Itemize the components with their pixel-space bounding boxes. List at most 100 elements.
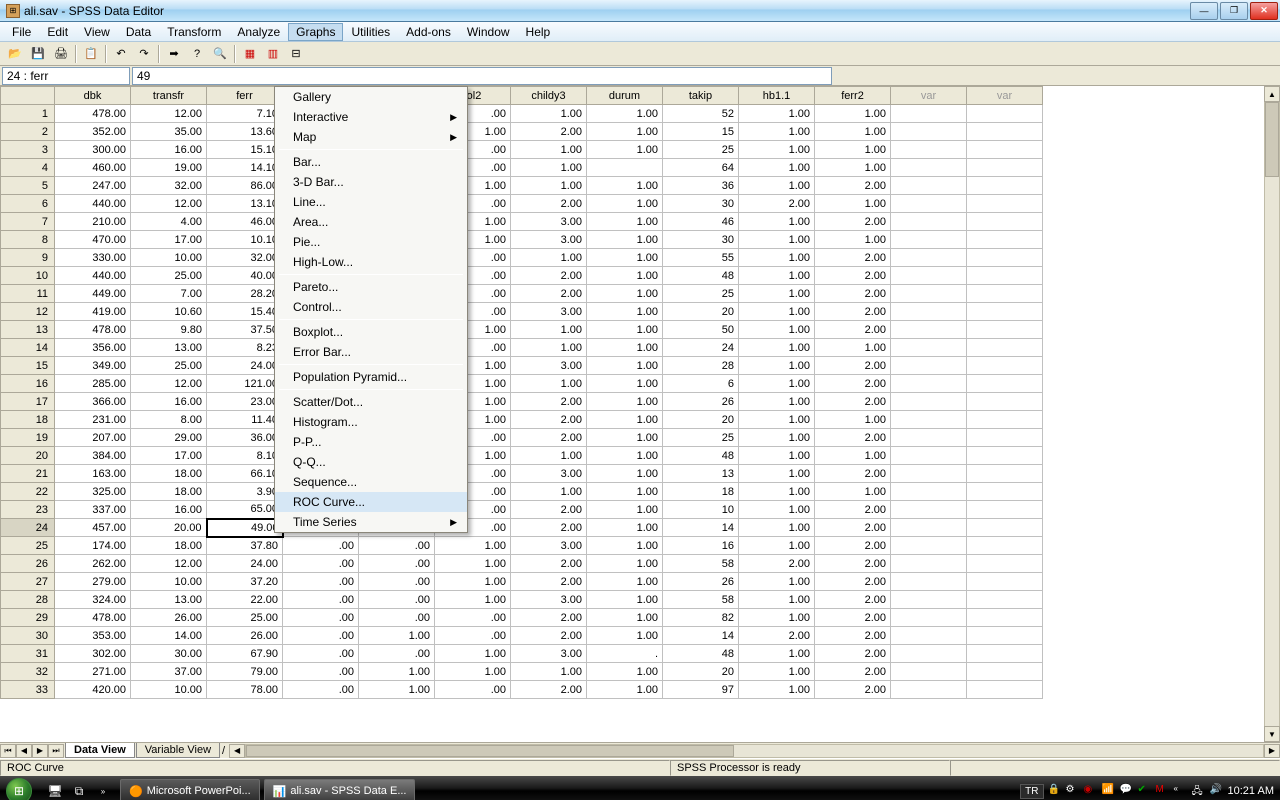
data-cell[interactable]: 3.00 — [511, 303, 587, 321]
row-header[interactable]: 28 — [1, 591, 55, 609]
taskbar-item[interactable]: 📊ali.sav - SPSS Data E... — [264, 779, 416, 800]
data-cell[interactable]: 25 — [663, 429, 739, 447]
row-header[interactable]: 2 — [1, 123, 55, 141]
menu-help[interactable]: Help — [518, 23, 559, 41]
data-cell[interactable]: 2.00 — [815, 465, 891, 483]
data-cell[interactable]: 12.00 — [131, 375, 207, 393]
data-cell[interactable]: 1.00 — [815, 231, 891, 249]
data-cell[interactable]: 28 — [663, 357, 739, 375]
menu-graphs[interactable]: Graphs — [288, 23, 343, 41]
data-cell[interactable]: 121.00 — [207, 375, 283, 393]
data-cell[interactable]: 2.00 — [511, 123, 587, 141]
data-cell[interactable]: 1.00 — [511, 375, 587, 393]
row-header[interactable]: 3 — [1, 141, 55, 159]
data-cell[interactable]: 2.00 — [815, 519, 891, 537]
data-cell[interactable]: 2.00 — [739, 555, 815, 573]
menu-item-boxplot[interactable]: Boxplot... — [275, 322, 467, 342]
data-cell[interactable]: 1.00 — [739, 285, 815, 303]
data-cell[interactable] — [891, 285, 967, 303]
data-cell[interactable]: 35.00 — [131, 123, 207, 141]
data-cell[interactable]: 1.00 — [587, 681, 663, 699]
data-cell[interactable]: 1.00 — [587, 411, 663, 429]
data-cell[interactable] — [891, 177, 967, 195]
data-cell[interactable]: 58 — [663, 555, 739, 573]
data-cell[interactable]: 1.00 — [511, 447, 587, 465]
data-cell[interactable]: 37.50 — [207, 321, 283, 339]
data-cell[interactable]: 1.00 — [587, 231, 663, 249]
menu-item-pie[interactable]: Pie... — [275, 232, 467, 252]
data-cell[interactable]: 6 — [663, 375, 739, 393]
data-cell[interactable]: 2.00 — [511, 195, 587, 213]
data-cell[interactable] — [967, 573, 1043, 591]
data-cell[interactable]: 2.00 — [815, 303, 891, 321]
data-cell[interactable]: 1.00 — [739, 357, 815, 375]
menu-item-populationpyramid[interactable]: Population Pyramid... — [275, 367, 467, 387]
menu-item-bar[interactable]: Bar... — [275, 152, 467, 172]
row-header[interactable]: 32 — [1, 663, 55, 681]
data-cell[interactable]: 26 — [663, 573, 739, 591]
data-cell[interactable]: 2.00 — [815, 645, 891, 663]
data-cell[interactable]: 46 — [663, 213, 739, 231]
data-cell[interactable]: 14.00 — [131, 627, 207, 645]
data-cell[interactable]: 2.00 — [815, 177, 891, 195]
data-cell[interactable] — [891, 231, 967, 249]
tab-data-view[interactable]: Data View — [65, 743, 135, 758]
scroll-track[interactable] — [245, 744, 1264, 758]
data-cell[interactable] — [891, 123, 967, 141]
menu-data[interactable]: Data — [118, 23, 159, 41]
goto-case-icon[interactable]: ➡ — [163, 44, 185, 64]
data-cell[interactable]: 1.00 — [587, 519, 663, 537]
data-cell[interactable]: 2.00 — [511, 411, 587, 429]
data-cell[interactable]: 2.00 — [815, 501, 891, 519]
data-cell[interactable]: 384.00 — [55, 447, 131, 465]
data-cell[interactable]: 1.00 — [587, 501, 663, 519]
data-cell[interactable]: .00 — [283, 645, 359, 663]
data-cell[interactable]: 1.00 — [587, 123, 663, 141]
menu-item-pareto[interactable]: Pareto... — [275, 277, 467, 297]
data-cell[interactable]: 1.00 — [511, 177, 587, 195]
row-header[interactable]: 8 — [1, 231, 55, 249]
menu-item-roccurve[interactable]: ROC Curve... — [275, 492, 467, 512]
data-cell[interactable]: 8.00 — [131, 411, 207, 429]
minimize-button[interactable]: — — [1190, 2, 1218, 20]
data-cell[interactable] — [967, 627, 1043, 645]
data-cell[interactable]: 12.00 — [131, 195, 207, 213]
data-cell[interactable]: 25.00 — [131, 357, 207, 375]
data-cell[interactable]: 1.00 — [587, 627, 663, 645]
data-cell[interactable]: 4.00 — [131, 213, 207, 231]
data-cell[interactable]: 30 — [663, 195, 739, 213]
scroll-right-button[interactable]: ▶ — [1264, 744, 1280, 758]
data-cell[interactable]: 37.20 — [207, 573, 283, 591]
data-cell[interactable]: 24 — [663, 339, 739, 357]
data-cell[interactable]: 1.00 — [511, 105, 587, 123]
row-header[interactable]: 12 — [1, 303, 55, 321]
row-header[interactable]: 26 — [1, 555, 55, 573]
column-header[interactable]: transfr — [131, 87, 207, 105]
data-cell[interactable] — [967, 105, 1043, 123]
data-cell[interactable] — [587, 159, 663, 177]
data-cell[interactable]: 1.00 — [511, 159, 587, 177]
data-cell[interactable]: 1.00 — [587, 267, 663, 285]
column-header[interactable]: hb1.1 — [739, 87, 815, 105]
data-cell[interactable]: 2.00 — [511, 519, 587, 537]
tray-icon[interactable]: M — [1156, 784, 1170, 798]
data-cell[interactable]: 478.00 — [55, 609, 131, 627]
data-cell[interactable] — [967, 663, 1043, 681]
data-cell[interactable]: 25 — [663, 141, 739, 159]
horizontal-scrollbar[interactable]: ◀ ▶ — [229, 743, 1280, 758]
data-cell[interactable] — [967, 267, 1043, 285]
row-header[interactable]: 33 — [1, 681, 55, 699]
menu-item-errorbar[interactable]: Error Bar... — [275, 342, 467, 362]
data-cell[interactable]: 1.00 — [587, 213, 663, 231]
scroll-left-button[interactable]: ◀ — [229, 744, 245, 758]
row-header[interactable]: 7 — [1, 213, 55, 231]
data-cell[interactable]: 97 — [663, 681, 739, 699]
data-cell[interactable] — [967, 321, 1043, 339]
row-header[interactable]: 1 — [1, 105, 55, 123]
data-cell[interactable]: .00 — [283, 609, 359, 627]
data-cell[interactable]: 2.00 — [815, 627, 891, 645]
data-cell[interactable] — [891, 591, 967, 609]
data-cell[interactable]: 457.00 — [55, 519, 131, 537]
data-cell[interactable]: 14 — [663, 519, 739, 537]
data-cell[interactable] — [967, 483, 1043, 501]
